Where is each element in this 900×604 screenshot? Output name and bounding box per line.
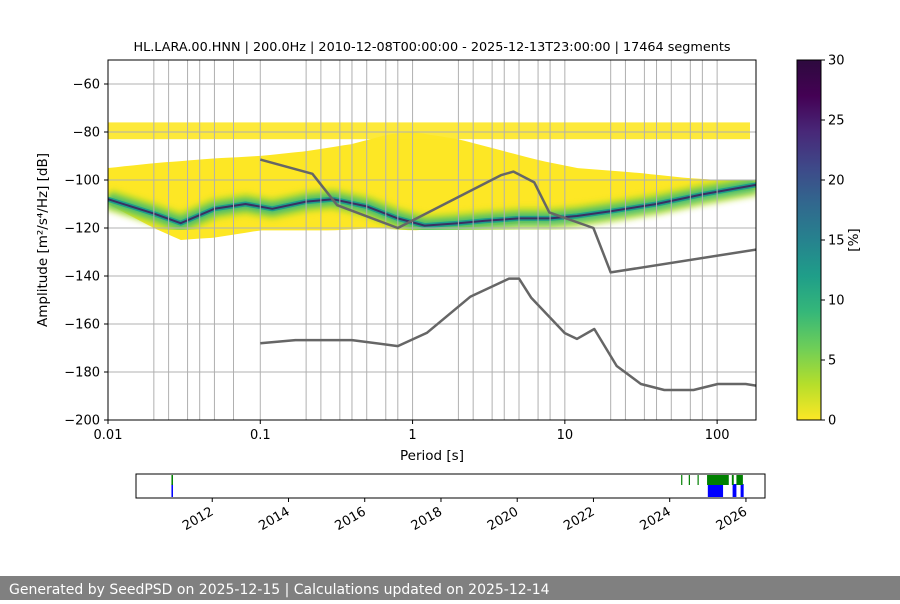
y-tick-label: −100 — [64, 174, 100, 189]
timeline-span — [707, 475, 729, 485]
density-sparse-band — [108, 122, 750, 140]
timeline-tick-label: 2026 — [714, 504, 750, 534]
x-tick-label: 100 — [705, 428, 730, 443]
timeline-span — [740, 484, 744, 497]
timeline-axis: 2012 2014 2016 2018 2020 2022 2024 2026 — [180, 498, 750, 534]
colorbar-tick-label: 20 — [828, 174, 845, 189]
x-tick-label: 10 — [557, 428, 574, 443]
x-axis-label: Period [s] — [400, 448, 464, 464]
plot-frame — [107, 59, 757, 421]
colorbar-axis: 0 5 10 15 20 25 30 — [821, 54, 845, 429]
y-tick-label: −200 — [64, 414, 100, 429]
timeline-tick-label: 2014 — [256, 504, 292, 534]
timeline-tick-label: 2016 — [333, 504, 369, 534]
y-tick-label: −80 — [73, 126, 100, 141]
y-axis-label: Amplitude [m²/s⁴/Hz] [dB] — [35, 153, 51, 327]
footer-text: Generated by SeedPSD on 2025-12-15 | Cal… — [9, 582, 550, 598]
timeline-span — [736, 475, 743, 485]
colorbar-tick-label: 10 — [828, 294, 845, 309]
timeline-tick-label: 2020 — [485, 504, 521, 534]
y-axis: −200 −180 −160 −140 −120 −100 −80 −60 — [64, 78, 108, 429]
x-tick-label: 0.1 — [250, 428, 271, 443]
y-tick-label: −160 — [64, 318, 100, 333]
density-mode-line — [108, 183, 756, 227]
colorbar-tick-label: 5 — [828, 354, 836, 369]
timeline-span — [681, 475, 683, 485]
colorbar — [796, 59, 822, 421]
y-tick-label: −120 — [64, 222, 100, 237]
x-tick-label: 0.01 — [94, 428, 123, 443]
timeline-panel — [171, 475, 744, 497]
timeline-frame — [135, 473, 766, 499]
timeline-span — [688, 475, 690, 485]
y-tick-label: −180 — [64, 366, 100, 381]
colorbar-tick-label: 25 — [828, 114, 845, 129]
footer-bar: Generated by SeedPSD on 2025-12-15 | Cal… — [0, 576, 900, 600]
psd-figure: HL.LARA.00.HNN | 200.0Hz | 2010-12-08T00… — [35, 40, 862, 534]
timeline-tick-label: 2012 — [180, 504, 216, 534]
colorbar-tick-label: 30 — [828, 54, 845, 69]
chart-title: HL.LARA.00.HNN | 200.0Hz | 2010-12-08T00… — [133, 40, 730, 55]
timeline-span — [697, 475, 699, 485]
y-tick-label: −140 — [64, 270, 100, 285]
timeline-tick-label: 2022 — [561, 504, 597, 534]
timeline-tick-label: 2018 — [409, 504, 445, 534]
colorbar-label: [%] — [846, 228, 862, 251]
timeline-span — [732, 484, 737, 497]
timeline-tick-label: 2024 — [638, 504, 674, 534]
timeline-span — [171, 484, 173, 497]
timeline-span — [731, 475, 734, 485]
colorbar-tick-label: 0 — [828, 414, 836, 429]
x-axis: 0.01 0.1 1 10 100 — [94, 420, 730, 443]
colorbar-tick-label: 15 — [828, 234, 845, 249]
nlnm-noise-model-line — [260, 277, 756, 392]
y-tick-label: −60 — [73, 78, 100, 93]
timeline-span — [171, 475, 173, 485]
timeline-span — [707, 484, 724, 497]
psd-plot-area — [108, 60, 756, 420]
x-tick-label: 1 — [408, 428, 416, 443]
nhnm-noise-model-line — [259, 158, 756, 274]
